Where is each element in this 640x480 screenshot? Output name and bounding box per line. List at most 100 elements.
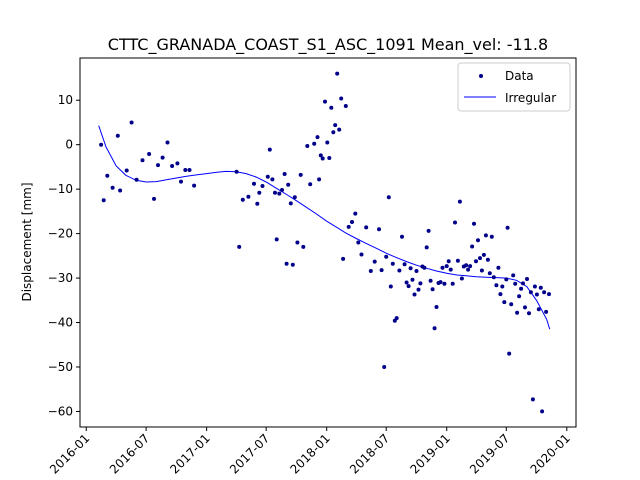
data-point: [547, 292, 551, 297]
data-point: [115, 133, 120, 138]
data-point: [308, 182, 313, 187]
data-point: [404, 280, 409, 285]
data-point: [476, 238, 480, 243]
data-point: [505, 225, 510, 230]
data-point: [507, 351, 512, 356]
x-tick-label: 2019-01: [408, 431, 453, 476]
data-point: [246, 194, 251, 199]
data-point: [286, 182, 291, 187]
data-point: [234, 169, 239, 174]
data-point: [290, 262, 295, 267]
data-point: [446, 259, 451, 264]
data-point: [523, 305, 527, 310]
data-point: [527, 311, 531, 316]
data-point: [457, 199, 462, 204]
data-point: [298, 172, 303, 177]
data-point: [530, 397, 535, 402]
data-point: [544, 309, 549, 314]
data-point: [406, 284, 411, 289]
data-point: [320, 156, 325, 161]
data-point: [388, 284, 393, 289]
data-point: [323, 99, 327, 104]
data-point: [368, 269, 373, 273]
data-point: [455, 258, 460, 263]
data-point: [408, 266, 413, 271]
data-point: [372, 259, 377, 264]
x-tick-label: 2018-01: [287, 431, 332, 476]
data-point: [318, 153, 323, 158]
data-point: [483, 233, 488, 238]
data-point: [337, 127, 342, 132]
data-point: [394, 316, 399, 321]
data-point: [305, 144, 310, 148]
data-point: [353, 211, 358, 216]
y-tick-label: 10: [58, 93, 73, 107]
data-point: [519, 286, 524, 291]
data-point: [481, 252, 486, 257]
data-point: [424, 245, 429, 250]
data-point: [478, 256, 482, 261]
data-point: [331, 130, 336, 135]
data-point: [542, 290, 547, 295]
legend-box: [457, 62, 571, 112]
data-point: [359, 252, 364, 257]
data-point: [432, 326, 437, 331]
data-point: [412, 292, 417, 297]
data-point: [343, 104, 348, 108]
data-point: [327, 156, 332, 160]
irregular-line: [98, 125, 551, 330]
legend-data-label: Data: [505, 69, 534, 83]
x-tick-label: 2018-07: [347, 431, 392, 476]
data-point: [317, 177, 322, 182]
data-point: [270, 177, 275, 182]
data-point: [402, 262, 407, 267]
data-point: [257, 190, 262, 195]
data-point: [312, 141, 317, 146]
data-point: [472, 221, 476, 226]
data-point: [540, 409, 545, 414]
data-point: [517, 294, 522, 299]
data-point: [485, 257, 490, 262]
data-point: [277, 191, 282, 196]
x-tick-label: 2017-01: [167, 431, 212, 476]
data-point: [267, 147, 272, 152]
data-point: [252, 181, 256, 186]
data-point: [260, 184, 265, 188]
data-point: [474, 259, 478, 264]
x-tick-label: 2017-07: [227, 431, 272, 476]
legend-data-marker: [479, 74, 483, 78]
data-point: [470, 244, 475, 249]
data-point: [500, 284, 505, 289]
data-point: [496, 265, 501, 270]
data-point: [301, 244, 306, 249]
data-point: [384, 254, 389, 259]
y-tick-label: −60: [48, 404, 73, 418]
data-point: [335, 71, 340, 76]
y-tick-label: −30: [48, 271, 73, 285]
data-point: [284, 261, 289, 266]
data-point: [444, 264, 449, 269]
data-point: [101, 198, 106, 203]
data-point: [494, 283, 499, 288]
data-point: [339, 96, 344, 101]
plot-frame: [79, 57, 577, 428]
data-point: [489, 234, 494, 239]
data-point: [534, 292, 539, 297]
chart-title: CTTC_GRANADA_COAST_S1_ASC_1091 Mean_vel:…: [108, 35, 548, 55]
data-point: [110, 185, 115, 190]
legend: Data Irregular: [457, 62, 571, 112]
data-point: [379, 268, 384, 273]
data-point: [333, 123, 338, 128]
data-point: [450, 281, 455, 286]
data-point: [183, 168, 188, 172]
data-point: [156, 163, 160, 168]
y-tick-label: −50: [48, 360, 73, 374]
data-point: [525, 277, 529, 281]
data-point: [459, 276, 464, 281]
data-point: [509, 302, 514, 307]
data-point: [464, 263, 469, 268]
data-point: [536, 307, 541, 312]
data-point: [105, 173, 110, 178]
data-point: [152, 196, 156, 201]
data-point: [350, 220, 354, 224]
